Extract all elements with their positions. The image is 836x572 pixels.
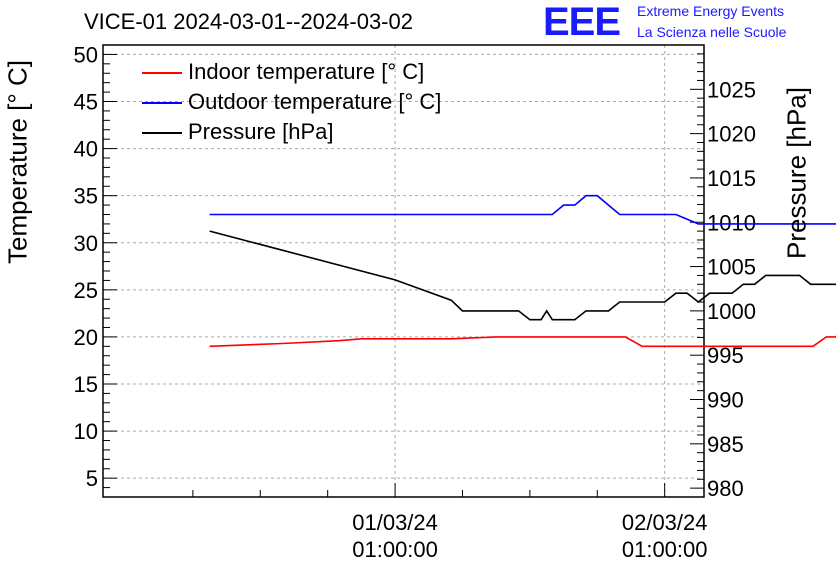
y-tick-label-left: 40: [74, 137, 98, 162]
y-tick-label-right: 1025: [707, 77, 756, 102]
legend-label-outdoor: Outdoor temperature [° C]: [188, 89, 442, 114]
series-group: [209, 194, 836, 348]
y-tick-label-left: 15: [74, 372, 98, 397]
x-tick-label-date: 02/03/24: [622, 510, 708, 535]
x-axis: 01/03/2401:00:0002/03/2401:00:0003/03/24…: [192, 483, 708, 562]
legend: [142, 72, 182, 134]
x-tick-label-time: 01:00:00: [352, 537, 438, 562]
y-tick-label-right: 1015: [707, 166, 756, 191]
y-tick-label-right: 1000: [707, 299, 756, 324]
y-tick-label-right: 980: [707, 476, 744, 501]
y-tick-label-left: 35: [74, 184, 98, 209]
y-tick-label-right: 1020: [707, 122, 756, 147]
chart-title: VICE-01 2024-03-01--2024-03-02: [84, 9, 413, 34]
y-tick-label-left: 30: [74, 231, 98, 256]
y-tick-label-right: 995: [707, 343, 744, 368]
y-axis-left: 5 10 15 20 25 30 35 40 45 50: [74, 42, 117, 498]
series-pressure: [209, 230, 836, 321]
y-tick-label-left: 45: [74, 90, 98, 115]
x-tick-label-date: 01/03/24: [352, 510, 438, 535]
legend-label-pressure: Pressure [hPa]: [188, 119, 334, 144]
y-tick-label-right: 990: [707, 388, 744, 413]
y-tick-label-left: 5: [86, 466, 98, 491]
series-outdoor-temperature: [209, 194, 836, 225]
y-tick-label-left: 25: [74, 278, 98, 303]
y-tick-label-right: 1005: [707, 255, 756, 280]
y-tick-label-right: 985: [707, 432, 744, 457]
x-tick-label-time: 01:00:00: [622, 537, 708, 562]
series-indoor-temperature: [209, 335, 836, 348]
y-tick-label-right: 1010: [707, 210, 756, 235]
logo-line-2: La Scienza nelle Scuole: [637, 24, 787, 40]
y-axis-label-right: Pressure [hPa]: [781, 87, 812, 259]
y-axis-right: 980 985 990 995 1000 1005 1010 1015 1020 1025: [690, 53, 756, 501]
y-tick-label-left: 50: [74, 42, 98, 67]
y-axis-label-left: Temperature [° C]: [2, 59, 33, 265]
eee-logo: EEE: [543, 0, 621, 44]
y-tick-label-left: 10: [74, 419, 98, 444]
legend-label-indoor: Indoor temperature [° C]: [188, 59, 425, 84]
y-tick-label-left: 20: [74, 325, 98, 350]
logo-line-1: Extreme Energy Events: [637, 3, 785, 19]
